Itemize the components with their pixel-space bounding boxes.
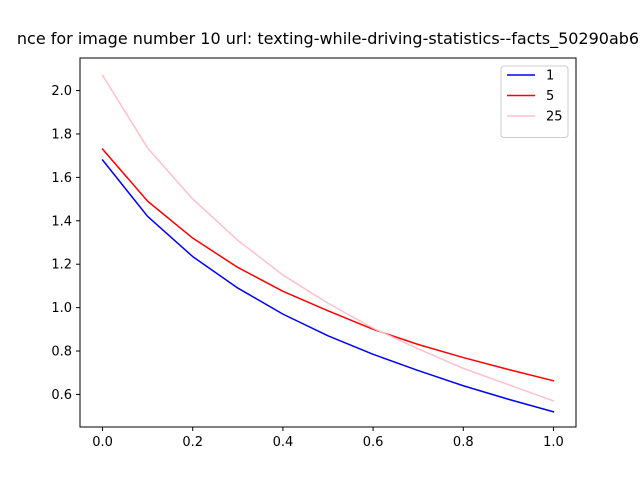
y-tick-label: 2.0 [51, 84, 72, 99]
y-tick-label: 1.0 [51, 301, 72, 316]
x-tick-label: 1.0 [543, 435, 564, 450]
x-axis: 0.0 0.2 0.4 0.6 0.8 1.0 [92, 427, 564, 450]
y-tick-label: 1.4 [51, 214, 72, 229]
legend-label: 25 [546, 110, 563, 125]
legend-label: 5 [546, 89, 554, 104]
x-tick-label: 0.6 [363, 435, 384, 450]
y-tick-label: 1.6 [51, 171, 72, 186]
chart-title: nce for image number 10 url: texting-whi… [17, 29, 639, 49]
x-tick-label: 0.8 [453, 435, 474, 450]
y-tick-label: 0.6 [51, 388, 72, 403]
y-tick-label: 1.8 [51, 127, 72, 142]
legend-label: 1 [546, 69, 554, 84]
series-line-25 [101, 74, 555, 402]
y-tick-label: 1.2 [51, 258, 72, 273]
series-layer [101, 74, 555, 413]
y-axis: 0.6 0.8 1.0 1.2 1.4 1.6 1.8 2.0 [51, 84, 80, 403]
series-line-1 [101, 158, 555, 413]
plot-frame [79, 57, 577, 428]
y-tick-label: 0.8 [51, 345, 72, 360]
x-tick-label: 0.4 [273, 435, 294, 450]
x-tick-label: 0.2 [182, 435, 203, 450]
legend-box [500, 65, 569, 138]
x-tick-label: 0.0 [92, 435, 113, 450]
series-line-5 [101, 148, 555, 382]
